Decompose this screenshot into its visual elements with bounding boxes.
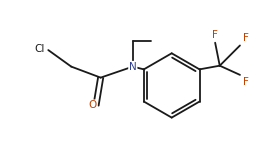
Text: O: O bbox=[88, 100, 97, 110]
Text: F: F bbox=[212, 30, 218, 40]
Text: Cl: Cl bbox=[34, 44, 45, 54]
Text: F: F bbox=[243, 77, 249, 87]
Text: N: N bbox=[129, 62, 137, 72]
Text: F: F bbox=[243, 33, 249, 43]
